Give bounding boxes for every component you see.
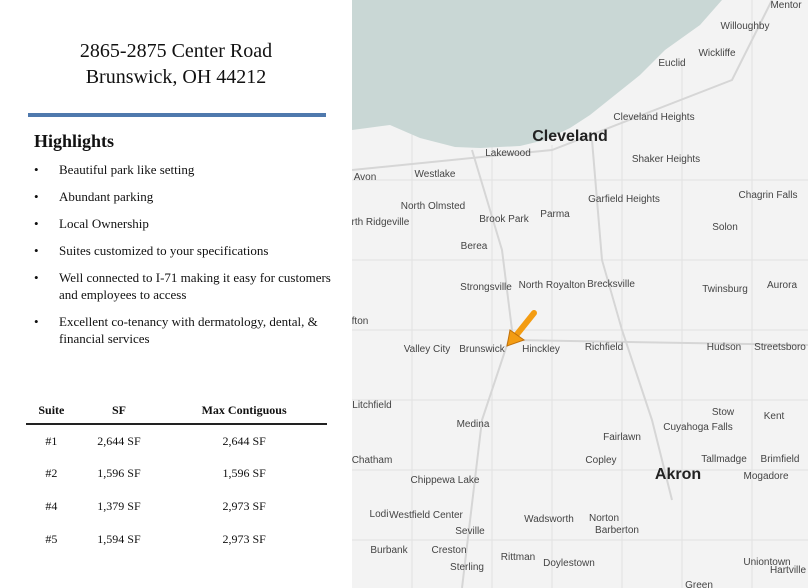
place-label: Hartville	[769, 565, 807, 576]
place-label: Hudson	[706, 342, 742, 353]
place-label: Shaker Heights	[631, 154, 701, 165]
place-label: Euclid	[658, 58, 686, 69]
cell: 1,596 SF	[222, 466, 266, 480]
place-label: Norton	[588, 513, 620, 524]
place-label: Brunswick	[459, 344, 505, 355]
place-label: Uniontown	[743, 557, 791, 568]
place-label: Brecksville	[587, 279, 635, 290]
cell: #5	[45, 532, 58, 546]
map-base	[352, 0, 808, 588]
place-label: Burbank	[370, 545, 408, 556]
place-label: Fairlawn	[603, 432, 641, 443]
cell: 2,644 SF	[97, 433, 141, 448]
place-label: Twinsburg	[702, 284, 748, 295]
place-label: Rittman	[500, 552, 536, 563]
cell: #4	[45, 499, 58, 513]
place-label: Avon	[353, 172, 377, 183]
place-label: North Royalton	[518, 280, 586, 291]
listing-panel: 2865-2875 Center Road Brunswick, OH 4421…	[0, 0, 352, 588]
place-label: Seville	[455, 526, 485, 537]
place-label: Brook Park	[479, 214, 529, 225]
place-label: Sterling	[450, 562, 484, 573]
divider	[28, 113, 326, 117]
place-label: Akron	[654, 466, 702, 483]
place-label: Chippewa Lake	[410, 475, 480, 486]
place-label: Berea	[460, 241, 488, 252]
column-header: Max Contiguous	[161, 397, 327, 425]
place-label: Valley City	[403, 344, 451, 355]
cell: 2,644 SF	[222, 433, 266, 448]
place-label: Wadsworth	[524, 514, 574, 525]
place-label: Garfield Heights	[588, 194, 660, 205]
table-row: #4 1,379 SF 2,973 SF	[26, 490, 327, 523]
road-grid	[352, 0, 808, 588]
highlights-title: Highlights	[34, 131, 115, 151]
place-label: Cuyahoga Falls	[663, 422, 733, 433]
column-header: SF	[76, 397, 162, 425]
place-label: Green	[685, 580, 713, 588]
place-label: North Olmsted	[400, 201, 466, 212]
place-label: North Ridgeville	[352, 217, 410, 228]
arrow-marker-icon	[506, 310, 537, 347]
place-label: fton	[352, 316, 369, 327]
suites-table: Suite SF Max Contiguous #1 2,644 SF 2,644 …	[26, 397, 327, 556]
address-line-2: Brunswick, OH 44212	[85, 66, 267, 88]
cell: 1,596 SF	[97, 466, 141, 480]
place-label: Cleveland Heights	[613, 112, 695, 123]
highways	[352, 0, 808, 588]
place-label: Doylestown	[543, 558, 595, 569]
address-line-1: 2865-2875 Center Road	[79, 40, 273, 62]
place-label: Medina	[456, 419, 490, 430]
place-label: Parma	[540, 209, 570, 220]
lake-erie	[352, 0, 722, 148]
place-label: Mogadore	[743, 471, 789, 482]
place-label: Solon	[712, 222, 738, 233]
table-row: #5 1,594 SF 2,973 SF	[26, 523, 327, 556]
place-label: Streetsboro	[754, 342, 806, 353]
place-label: Aurora	[766, 280, 798, 291]
place-label: Chatham	[352, 455, 393, 466]
place-label: Kent	[763, 411, 785, 422]
list-item: Beautiful park like setting	[34, 161, 334, 178]
cell: 1,594 SF	[97, 532, 141, 546]
place-label: Wickliffe	[698, 48, 736, 59]
highlights-list: Beautiful park like setting Abundant par…	[34, 161, 334, 357]
place-label: Willoughby	[720, 21, 770, 32]
place-label: Hinckley	[522, 344, 560, 355]
list-item: Local Ownership	[34, 215, 334, 232]
column-header: Suite	[26, 397, 77, 425]
place-label: Richfield	[584, 342, 624, 353]
cell: 2,973 SF	[222, 499, 266, 513]
location-map[interactable]: Mentor Willoughby Wickliffe Euclid Cleveland…	[352, 0, 808, 588]
place-label: Westlake	[414, 169, 456, 180]
place-label: Tallmadge	[701, 454, 747, 465]
place-label: Barberton	[595, 525, 639, 536]
place-label: Chagrin Falls	[738, 190, 798, 201]
place-label: Westfield Center	[389, 510, 463, 521]
list-item: Excellent co-tenancy with dermatology, d…	[34, 313, 334, 347]
table-row: #1 2,644 SF 2,644 SF	[26, 424, 327, 457]
cell: 1,379 SF	[97, 499, 141, 513]
list-item: Suites customized to your specifications	[34, 242, 334, 259]
place-label: Copley	[585, 455, 617, 466]
place-label: Litchfield	[352, 400, 392, 411]
place-label: Creston	[431, 545, 467, 556]
list-item: Abundant parking	[34, 188, 334, 205]
place-label: Stow	[711, 407, 735, 418]
cell: 2,973 SF	[222, 532, 266, 546]
cell: #2	[45, 466, 58, 480]
place-label: Strongsville	[460, 282, 512, 293]
place-label: Brimfield	[760, 454, 800, 465]
place-label: Mentor	[770, 0, 802, 11]
place-label: Lakewood	[485, 148, 531, 159]
cell: #1	[45, 433, 58, 448]
place-label: Cleveland	[532, 128, 608, 145]
place-label: Lodi	[369, 509, 389, 520]
list-item: Well connected to I-71 making it easy fo…	[34, 269, 334, 303]
table-row: #2 1,596 SF 1,596 SF	[26, 457, 327, 490]
